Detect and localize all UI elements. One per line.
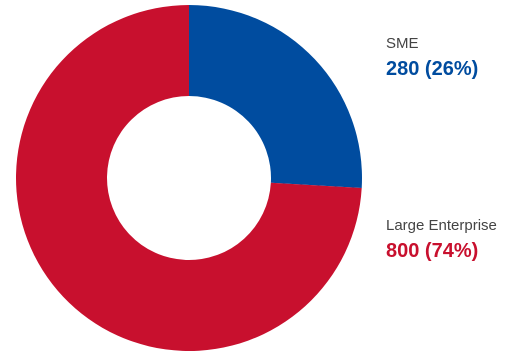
donut-slice-sme <box>189 5 362 189</box>
legend-value-sme: 280 (26%) <box>386 58 479 80</box>
legend-item-sme: SME 280 (26%) <box>386 35 478 81</box>
donut-slice-large-enterprise <box>15 5 362 351</box>
legend-item-large-enterprise: Large Enterprise 800 (74%) <box>386 217 497 263</box>
legend-label-sme: SME <box>386 35 419 52</box>
legend-value-large-enterprise: 800 (74%) <box>386 240 479 262</box>
donut-slices <box>15 5 362 351</box>
legend-label-large-enterprise: Large Enterprise <box>386 217 497 234</box>
